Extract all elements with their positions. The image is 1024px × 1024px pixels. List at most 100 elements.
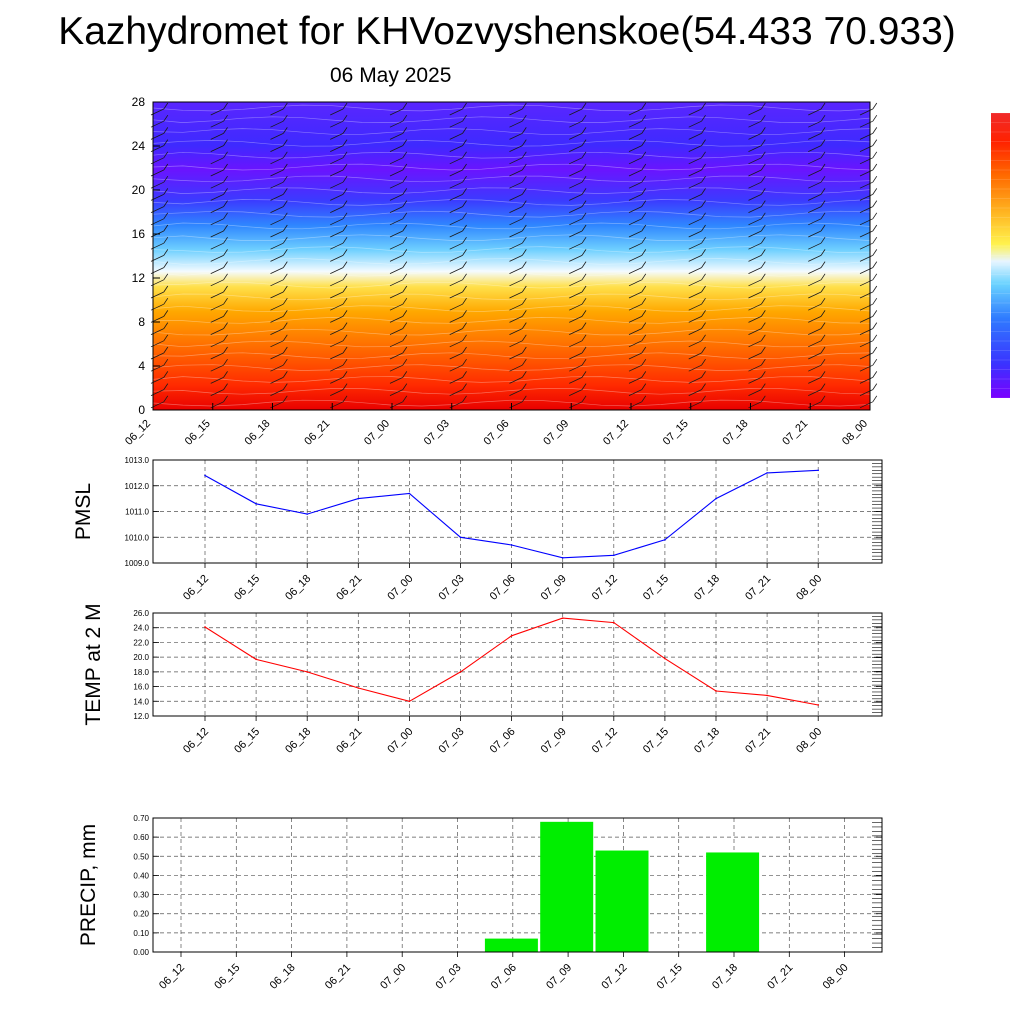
y-tick-label: 14.0 xyxy=(133,697,149,706)
wind-barb xyxy=(688,291,702,299)
wind-barb xyxy=(859,377,873,384)
wind-barb xyxy=(210,377,224,384)
y-tick-label: 0.40 xyxy=(133,871,149,880)
wind-barb-flag xyxy=(223,383,228,390)
wind-barb xyxy=(210,328,224,335)
wind-barb-flag xyxy=(872,236,878,244)
wind-barb-flag xyxy=(872,188,878,195)
wind-barb xyxy=(569,303,583,311)
wind-barb xyxy=(509,218,523,226)
wind-barb-flag xyxy=(701,163,706,171)
wind-barb-flag xyxy=(760,310,766,317)
wind-barb xyxy=(688,108,702,116)
data-point xyxy=(715,497,717,500)
x-tick-label: 07_15 xyxy=(641,573,671,603)
wind-barb-flag xyxy=(342,322,348,329)
wind-barb-flag xyxy=(282,236,288,244)
heatmap-x-tick-label: 07_00 xyxy=(362,418,392,448)
wind-barb xyxy=(270,108,284,116)
wind-barb xyxy=(808,108,822,116)
data-point xyxy=(766,694,768,697)
wind-barb xyxy=(210,291,224,299)
wind-barb-flag xyxy=(872,395,878,403)
wind-barb-flag xyxy=(701,371,706,378)
wind-barb-flag xyxy=(402,200,408,207)
wind-barb xyxy=(569,364,583,372)
heatmap-x-tick-label: 07_09 xyxy=(541,418,571,448)
x-tick-label: 07_09 xyxy=(539,573,569,603)
wind-barb xyxy=(449,145,463,152)
wind-barb-flag xyxy=(872,322,878,329)
wind-barb-flag xyxy=(760,163,766,171)
wind-barb xyxy=(509,206,523,213)
wind-barb-flag xyxy=(462,310,467,317)
wind-barb-flag xyxy=(701,297,706,305)
wind-barb-flag xyxy=(760,175,766,183)
plot-frame xyxy=(152,612,883,717)
wind-barb xyxy=(449,255,463,262)
wind-barb xyxy=(859,133,873,140)
wind-barb-flag xyxy=(581,297,587,305)
y-tick-label: 1013.0 xyxy=(125,456,150,465)
wind-barb xyxy=(808,303,822,311)
wind-barb xyxy=(270,255,284,262)
wind-barb-flag xyxy=(282,127,288,134)
wind-barb-flag xyxy=(462,224,467,232)
wind-barb-flag xyxy=(820,371,826,378)
wind-barb-flag xyxy=(701,310,706,317)
wind-barb xyxy=(330,291,344,299)
wind-barb-flag xyxy=(223,212,228,220)
wind-barb xyxy=(509,303,523,311)
wind-barb-flag xyxy=(163,236,169,244)
plot-area xyxy=(153,818,882,952)
x-tick-label: 08_00 xyxy=(794,573,824,603)
wind-barb xyxy=(330,145,344,152)
x-tick-label: 07_03 xyxy=(434,962,464,992)
x-tick-label: 06_12 xyxy=(181,573,211,603)
wind-barb-flag xyxy=(223,102,228,110)
wind-barb xyxy=(270,364,284,372)
wind-barb xyxy=(389,364,403,372)
wind-barb-flag xyxy=(342,261,348,268)
wind-barb xyxy=(449,157,463,165)
wind-barb-flag xyxy=(462,285,467,293)
wind-barb-flag xyxy=(872,175,878,183)
wind-barb-flag xyxy=(701,346,706,354)
wind-barb xyxy=(569,377,583,384)
wind-barb-flag xyxy=(163,175,169,183)
wind-barb xyxy=(449,181,463,189)
wind-barb xyxy=(449,303,463,311)
wind-barb xyxy=(748,157,762,165)
heatmap-y-tick-label: 20 xyxy=(132,183,146,197)
wind-barb-flag xyxy=(163,273,169,281)
wind-barb xyxy=(859,169,873,177)
wind-barb xyxy=(210,108,224,116)
wind-barb xyxy=(688,181,702,189)
wind-barb-flag xyxy=(760,212,766,220)
precip-bar xyxy=(706,852,760,952)
wind-barb xyxy=(688,340,702,348)
wind-barb xyxy=(688,133,702,140)
wind-barb-flag xyxy=(163,395,169,403)
wind-barb xyxy=(389,169,403,177)
wind-barb-flag xyxy=(701,127,706,134)
y-tick-label: 0.60 xyxy=(133,833,149,842)
wind-barb xyxy=(628,340,642,348)
heatmap-field xyxy=(153,102,870,410)
wind-barb-flag xyxy=(521,322,527,329)
y-tick-label: 18.0 xyxy=(133,668,149,677)
wind-barb xyxy=(688,364,702,372)
wind-barb xyxy=(270,120,284,128)
wind-barb-flag xyxy=(521,127,527,134)
wind-barb-flag xyxy=(282,114,288,122)
wind-barb-flag xyxy=(701,322,706,329)
wind-barb-flag xyxy=(282,383,288,390)
wind-barb-flag xyxy=(462,395,467,403)
wind-barb xyxy=(688,169,702,177)
wind-barb xyxy=(628,230,642,238)
wind-barb-flag xyxy=(282,261,288,268)
y-tick-label: 1009.0 xyxy=(125,559,150,568)
wind-barb-flag xyxy=(462,151,467,159)
wind-barb xyxy=(859,389,873,396)
wind-barb xyxy=(748,181,762,189)
